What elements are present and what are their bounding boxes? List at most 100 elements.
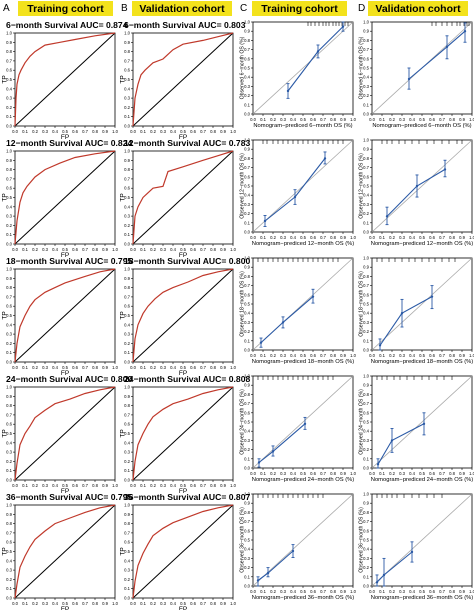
x-tick-label-c-4: 0.9: [340, 589, 346, 594]
x-tick-label-c-0: 0.1: [260, 117, 266, 122]
y-tick-label-c-0: 0.5: [244, 66, 250, 71]
roc-curve-a-4: [14, 504, 116, 599]
cal-xlabel-c-1: Nomogram−prediced 12−month OS (%): [252, 241, 355, 247]
cal-point-d-0: [445, 45, 449, 49]
y-tick-label-b-4: 0.4: [124, 558, 130, 563]
cal-curve-c-0: [287, 26, 344, 92]
x-tick-label-d-3: 0.8: [449, 471, 455, 476]
cal-xlabel-d-2: Nomogram−prediced 18−month OS (%): [371, 359, 474, 365]
y-tick-label-c-1: 0.6: [244, 174, 250, 179]
y-tick-label-a-2: 0.8: [6, 285, 12, 290]
roc-diagonal-b-4: [132, 504, 234, 599]
x-tick-label-c-1: 0.0: [250, 235, 256, 240]
x-tick-label-c-4: 0.1: [260, 589, 266, 594]
x-tick-label-c-0: 0.0: [250, 117, 256, 122]
y-tick-label-c-2: 0.9: [244, 265, 250, 270]
y-tick-label-d-1: 0.3: [363, 202, 369, 207]
y-tick-label-b-3: 1.0: [124, 385, 130, 390]
x-tick-label-c-3: 0.1: [260, 471, 266, 476]
y-tick-label-a-0: 0.8: [6, 49, 12, 54]
x-tick-label-d-2: 0.2: [389, 353, 395, 358]
x-tick-label-a-4: 0.1: [22, 601, 28, 606]
y-tick-label-a-0: 0.9: [6, 40, 12, 45]
x-tick-label-b-0: 0.1: [140, 129, 146, 134]
x-tick-label-d-3: 0.0: [369, 471, 375, 476]
y-tick-label-b-2: 1.0: [124, 267, 130, 272]
x-tick-label-a-4: 0.7: [82, 601, 88, 606]
y-tick-label-b-0: 0.8: [124, 49, 130, 54]
x-tick-label-b-2: 0.0: [130, 365, 136, 370]
x-tick-label-a-0: 0.0: [12, 129, 18, 134]
roc-title-a-0: 6−month Survival AUC= 0.874: [6, 20, 128, 30]
header-validation-roc: Validation cohort: [132, 1, 232, 16]
x-tick-label-a-3: 0.7: [82, 483, 88, 488]
roc-diagonal-a-0: [14, 32, 116, 127]
y-tick-label-a-4: 0.3: [6, 568, 12, 573]
roc-diagonal-a-4: [14, 504, 116, 599]
x-tick-label-c-0: 0.9: [340, 117, 346, 122]
cal-point-d-2: [430, 295, 434, 298]
x-tick-label-d-4: 1.0: [469, 589, 474, 594]
cal-xlabel-d-0: Nomogram−prediced 6−month OS (%): [372, 123, 471, 129]
x-tick-label-a-0: 0.4: [52, 129, 58, 134]
cal-curve-d-3: [377, 423, 425, 465]
y-tick-label-c-4: 0.4: [244, 547, 250, 552]
y-tick-label-d-0: 0.7: [363, 47, 369, 52]
x-tick-label-c-2: 0.0: [250, 353, 256, 358]
x-tick-label-b-0: 0.4: [170, 129, 176, 134]
x-tick-label-d-3: 0.9: [459, 471, 465, 476]
roc-diagonal-a-2: [14, 268, 116, 363]
y-tick-label-b-4: 0.5: [124, 549, 130, 554]
y-tick-label-a-1: 0.1: [6, 232, 12, 237]
x-tick-label-b-4: 0.9: [220, 601, 226, 606]
x-tick-label-a-0: 0.3: [42, 129, 48, 134]
x-tick-label-a-3: 0.8: [92, 483, 98, 488]
y-tick-label-b-1: 0.8: [124, 167, 130, 172]
x-tick-label-d-4: 0.3: [399, 589, 405, 594]
cal-ylabel-c-1: Observed 12−month OS (%): [240, 153, 246, 219]
x-tick-label-c-1: 0.2: [270, 235, 276, 240]
panel-letter-b: B: [121, 3, 128, 14]
x-tick-label-d-0: 0.5: [419, 117, 425, 122]
y-tick-label-b-4: 0.1: [124, 586, 130, 591]
x-tick-label-a-3: 0.2: [32, 483, 38, 488]
x-tick-label-c-2: 0.9: [340, 353, 346, 358]
y-tick-label-b-4: 0.8: [124, 521, 130, 526]
x-tick-label-a-3: 0.4: [52, 483, 58, 488]
x-tick-label-b-1: 0.1: [140, 247, 146, 252]
roc-ylabel-a-4: TP: [2, 547, 9, 555]
y-tick-label-a-4: 0.7: [6, 530, 12, 535]
y-tick-label-d-0: 0.9: [363, 29, 369, 34]
x-tick-label-a-1: 0.9: [102, 247, 108, 252]
roc-title-b-0: 6−month Survival AUC= 0.803: [124, 20, 246, 30]
y-tick-label-a-2: 0.3: [6, 332, 12, 337]
x-tick-label-a-2: 1.0: [112, 365, 118, 370]
y-tick-label-c-4: 0.5: [244, 538, 250, 543]
y-tick-label-a-0: 1.0: [6, 31, 12, 36]
y-tick-label-c-1: 0.2: [244, 211, 250, 216]
x-tick-label-c-2: 0.4: [290, 353, 296, 358]
roc-xlabel-b-0: FP: [179, 134, 187, 141]
y-tick-label-b-1: 0.0: [124, 242, 130, 247]
y-tick-label-a-1: 0.9: [6, 158, 12, 163]
cal-point-c-2: [311, 295, 315, 298]
roc-ylabel-b-2: TP: [120, 311, 127, 319]
y-tick-label-c-3: 0.2: [244, 447, 250, 452]
y-tick-label-c-4: 0.1: [244, 574, 250, 579]
y-tick-label-b-4: 0.2: [124, 577, 130, 582]
x-tick-label-d-2: 0.9: [459, 353, 465, 358]
cal-point-d-2: [378, 344, 382, 347]
x-tick-label-b-4: 0.6: [190, 601, 196, 606]
cal-xlabel-d-4: Nomogram−prediced 36−month OS (%): [371, 595, 474, 601]
x-tick-label-b-1: 0.3: [160, 247, 166, 252]
y-tick-label-c-3: 0.5: [244, 420, 250, 425]
y-tick-label-c-0: 0.6: [244, 56, 250, 61]
y-tick-label-b-4: 0.7: [124, 530, 130, 535]
cal-curve-c-2: [260, 296, 314, 344]
x-tick-label-a-2: 0.2: [32, 365, 38, 370]
y-tick-label-b-0: 0.1: [124, 114, 130, 119]
y-tick-label-d-1: 0.2: [363, 211, 369, 216]
cal-point-c-2: [259, 341, 263, 344]
x-tick-label-c-1: 0.3: [280, 235, 286, 240]
cal-point-c-0: [286, 89, 290, 93]
